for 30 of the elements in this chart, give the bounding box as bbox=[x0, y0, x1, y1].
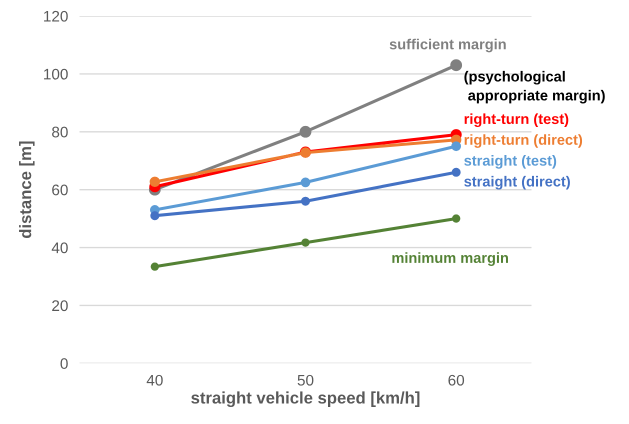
point bbox=[150, 211, 160, 220]
point bbox=[450, 59, 462, 72]
y-tick-label: 20 bbox=[52, 300, 68, 312]
series-label: right-turn (test) bbox=[464, 113, 568, 128]
point bbox=[300, 196, 310, 206]
y-axis-title: distance [m] bbox=[19, 141, 35, 238]
point bbox=[300, 126, 312, 138]
point bbox=[452, 168, 461, 177]
y-tick-label: 100 bbox=[44, 68, 68, 80]
y-tick-label: 80 bbox=[52, 126, 68, 138]
y-tick-label: 40 bbox=[52, 242, 68, 254]
x-tick-label: 40 bbox=[146, 374, 163, 386]
series-label: straight (test) bbox=[464, 155, 556, 169]
x-tick-label: 60 bbox=[448, 374, 464, 386]
point bbox=[150, 262, 159, 271]
point bbox=[452, 214, 460, 223]
point bbox=[300, 178, 310, 188]
point bbox=[301, 238, 310, 247]
series-label: minimum margin bbox=[392, 252, 508, 266]
x-axis-title: straight vehicle speed [km/h] bbox=[191, 391, 420, 408]
y-tick-label: 60 bbox=[52, 184, 68, 196]
series-label: sufficient margin bbox=[390, 38, 506, 52]
y-tick-label: 0 bbox=[60, 358, 68, 369]
annotation: (psychological appropriate margin) bbox=[464, 70, 605, 104]
point bbox=[451, 141, 462, 152]
point bbox=[150, 176, 160, 188]
y-tick-label: 120 bbox=[44, 10, 68, 22]
series-label: straight (direct) bbox=[464, 176, 570, 190]
series-label: right-turn (direct) bbox=[464, 134, 582, 148]
x-tick-label: 50 bbox=[298, 374, 314, 386]
